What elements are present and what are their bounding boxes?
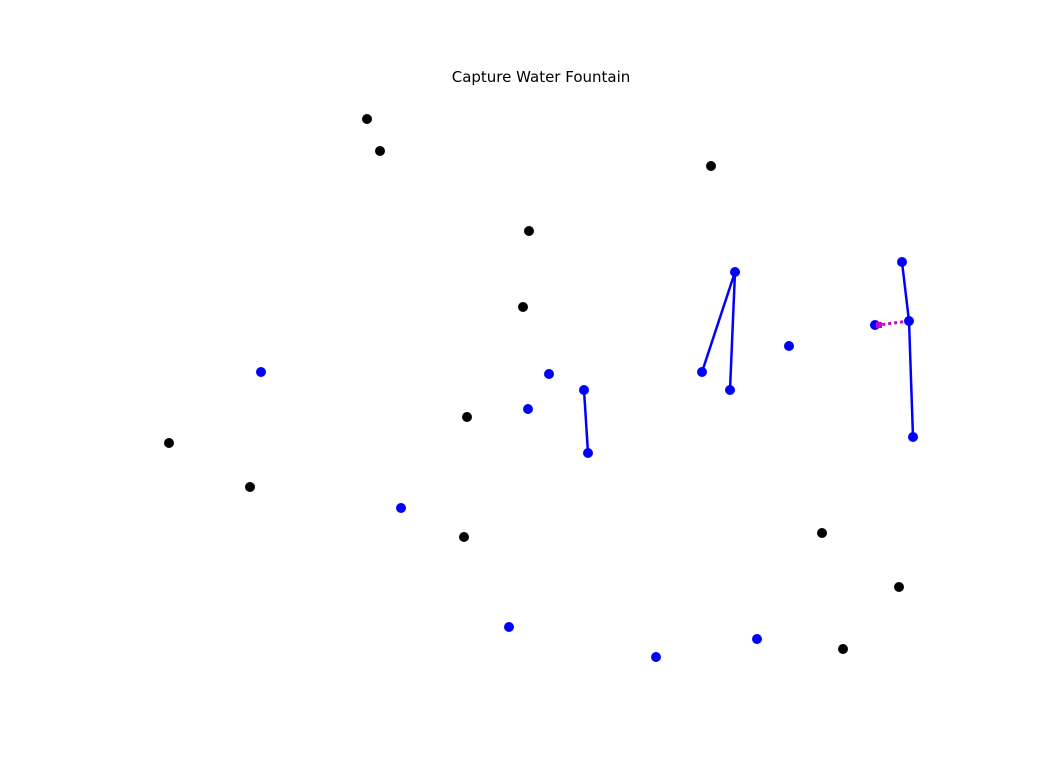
- player-edge: [700, 271, 737, 373]
- edge-layer: [582, 261, 915, 454]
- player-node[interactable]: [908, 432, 918, 442]
- player-edge: [582, 389, 590, 454]
- player-node[interactable]: [651, 652, 661, 662]
- player-node[interactable]: [396, 503, 406, 513]
- player-node[interactable]: [897, 257, 907, 267]
- player-node[interactable]: [725, 385, 735, 395]
- neutral-node[interactable]: [362, 114, 372, 124]
- player-edge: [907, 320, 915, 438]
- neutral-node[interactable]: [245, 482, 255, 492]
- player-edge: [900, 261, 911, 322]
- player-node[interactable]: [544, 369, 554, 379]
- pending-move-marker: [876, 322, 882, 328]
- player-node[interactable]: [583, 448, 593, 458]
- neutral-node[interactable]: [462, 412, 472, 422]
- pending-move-layer: [878, 319, 910, 327]
- pending-move-line: [878, 319, 910, 327]
- player-node[interactable]: [256, 367, 266, 377]
- neutral-node[interactable]: [459, 532, 469, 542]
- neutral-node[interactable]: [164, 438, 174, 448]
- player-node[interactable]: [697, 367, 707, 377]
- neutral-node[interactable]: [375, 146, 385, 156]
- player-node[interactable]: [904, 316, 914, 326]
- player-node[interactable]: [523, 404, 533, 414]
- player-node[interactable]: [504, 622, 514, 632]
- neutral-node[interactable]: [524, 226, 534, 236]
- neutral-node[interactable]: [706, 161, 716, 171]
- neutral-node[interactable]: [838, 644, 848, 654]
- player-edge: [728, 271, 737, 391]
- neutral-node[interactable]: [518, 302, 528, 312]
- player-node[interactable]: [784, 341, 794, 351]
- player-node[interactable]: [730, 267, 740, 277]
- neutral-node[interactable]: [894, 582, 904, 592]
- player-node[interactable]: [579, 385, 589, 395]
- player-node[interactable]: [752, 634, 762, 644]
- game-title: Capture Water Fountain: [451, 68, 631, 86]
- node-layer: [164, 114, 918, 662]
- neutral-node[interactable]: [817, 528, 827, 538]
